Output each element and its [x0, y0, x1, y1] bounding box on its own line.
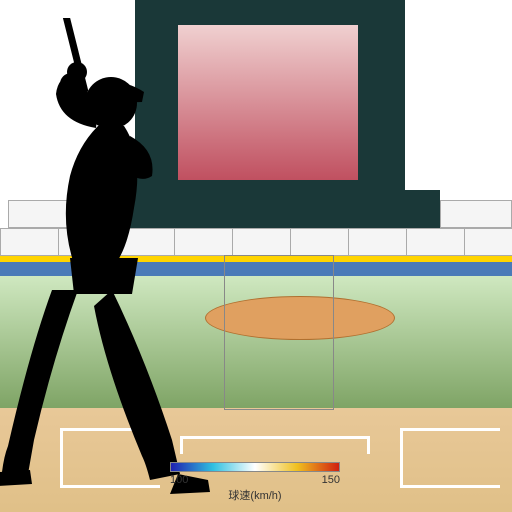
legend-tick-2: 150	[322, 474, 340, 486]
stand-box	[406, 228, 466, 256]
stand-box	[290, 228, 350, 256]
legend-gradient-bar	[170, 462, 340, 472]
stand-box	[464, 228, 512, 256]
legend-label: 球速(km/h)	[170, 487, 340, 503]
pitch-location-chart: 100 150 球速(km/h)	[0, 0, 512, 512]
legend-tick-0: 100	[170, 474, 188, 486]
speed-legend: 100 150 球速(km/h)	[170, 462, 340, 503]
plate-line	[367, 436, 370, 454]
plate-line	[400, 485, 500, 488]
plate-line	[400, 428, 500, 431]
stand-box	[232, 228, 292, 256]
legend-ticks: 100 150	[170, 474, 340, 486]
stand-box	[348, 228, 408, 256]
batter-silhouette	[0, 18, 230, 498]
strike-zone	[224, 255, 334, 410]
stand-box	[440, 200, 512, 228]
plate-line	[400, 428, 403, 488]
